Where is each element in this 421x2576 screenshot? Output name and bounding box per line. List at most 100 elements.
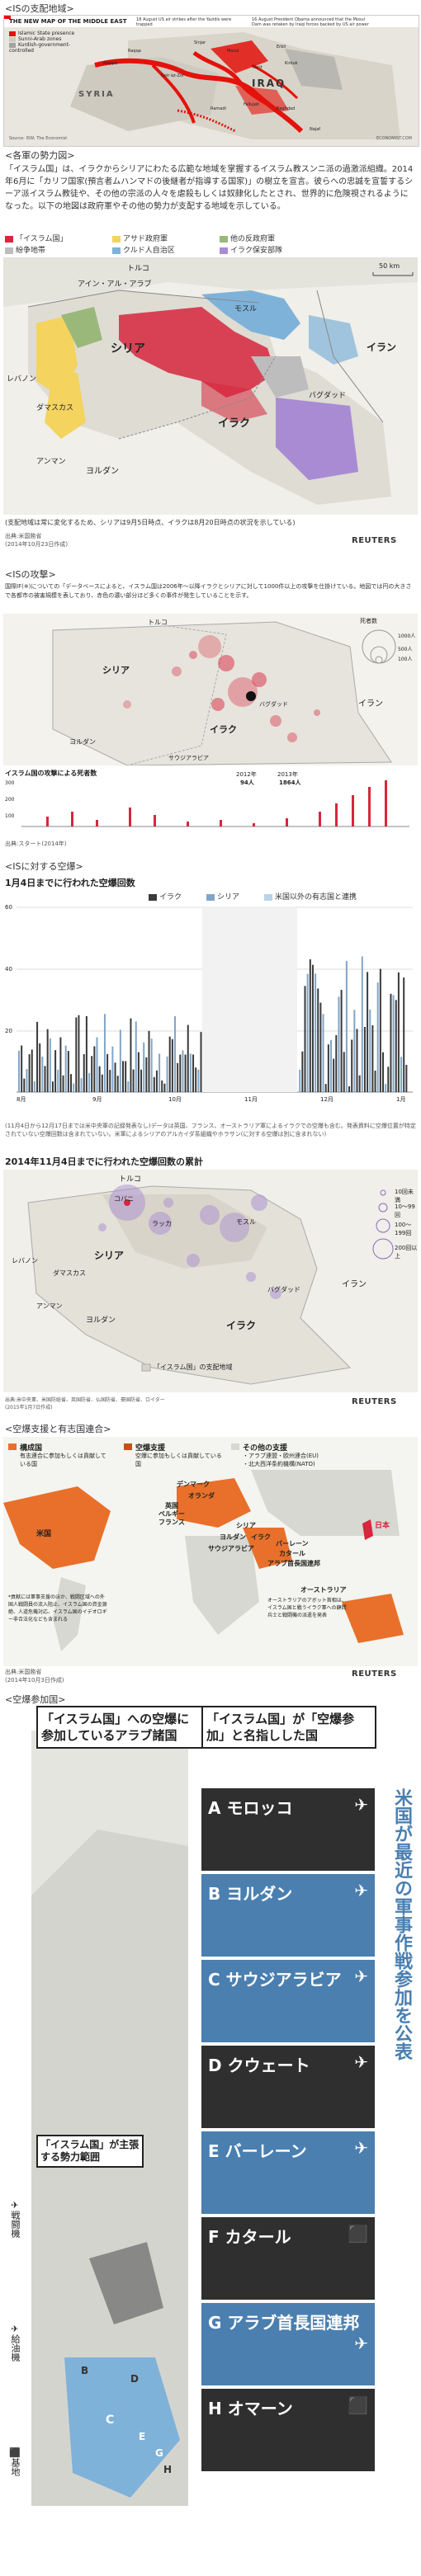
airstrike-bar: [31, 1049, 33, 1092]
base-icon: ⬛: [348, 2224, 368, 2244]
airstrike-bar: [109, 1070, 111, 1092]
deaths-bar: [154, 815, 156, 826]
airstrike-bar: [324, 1084, 327, 1092]
legend-label: Islamic State presence: [18, 31, 75, 36]
deaths-y-300: 300: [5, 780, 15, 786]
list-item: H オマーン ⬛: [201, 2389, 375, 2471]
list-item-label: D クウェート: [208, 2056, 310, 2075]
deaths-bar: [187, 822, 189, 826]
airstrike-bar: [197, 1069, 200, 1092]
airstrikes-bars-svg: [17, 907, 413, 1093]
airstrikes-note: (11月4日から12月17日までは米中央軍の記録発表なし)データは英国、フランス…: [5, 1123, 416, 1137]
airstrike-bar: [57, 1069, 59, 1092]
marker-g: G: [155, 2447, 163, 2459]
strike-circle: [246, 1272, 256, 1282]
airstrike-bar: [36, 1021, 39, 1092]
cum-label-iran: イラン: [342, 1280, 367, 1289]
size-legend-circle: [378, 1203, 388, 1213]
region-asia: [251, 1470, 400, 1536]
airstrike-bar: [140, 1069, 143, 1092]
legend-item-is: 「イスラム国」: [5, 233, 67, 243]
attacks-map: トルコ シリア イラク イラン バグダッド ヨルダン サウジアラビア 死者数 1…: [3, 614, 418, 765]
airstrike-bar: [379, 968, 381, 1092]
cumulative-map: トルコ シリア イラク イラン ヨルダン アンマン ダマスカス レバノン バグダ…: [3, 1170, 418, 1392]
attacks-legend-title: 死者数: [360, 618, 377, 624]
is-territory: [89, 2242, 163, 2324]
legend-item-other-rebels: 他の反政府軍: [220, 233, 275, 243]
size-legend-label-1: 10回未満: [395, 1189, 414, 1203]
attacks-label-baghdad: バグダッド: [259, 701, 288, 708]
legend-label: イラク: [159, 893, 182, 902]
attacks-legend-500: 500人: [398, 647, 413, 652]
cum-label-damascus: ダマスカス: [53, 1269, 86, 1277]
legend-swatch: [112, 247, 121, 254]
attack-circle: [270, 715, 281, 727]
city-najaf: Najaf: [310, 127, 321, 132]
legend-item-kurd: クルド人自治区: [112, 244, 175, 255]
country-syria: シリア: [236, 1522, 256, 1529]
airstrike-bar: [153, 1076, 155, 1092]
attack-circle: [314, 709, 320, 716]
airstrike-bar: [397, 972, 400, 1092]
economist-map-header: THE NEW MAP OF THE MIDDLE EAST: [9, 18, 127, 25]
cum-label-amman: アンマン: [36, 1302, 63, 1310]
airstrike-bar: [155, 1070, 158, 1092]
section-title-attacks: <ISの攻撃>: [5, 569, 56, 580]
deaths-bar: [96, 820, 98, 826]
legend-kurdish: Kurdish-government-controlled: [9, 42, 83, 54]
country-usa: 米国: [36, 1530, 52, 1538]
section-title-participants: <空爆参加国>: [5, 1694, 66, 1705]
airstrike-bar: [195, 1067, 197, 1092]
airstrike-bar: [301, 1051, 304, 1092]
airstrike-bar: [64, 1045, 67, 1092]
attacks-label-iran: イラン: [358, 699, 383, 709]
list-item: D クウェート ✈: [201, 2046, 375, 2128]
strike-circle: [98, 1223, 106, 1231]
city-kirkuk: Kirkuk: [285, 61, 298, 66]
country-jordan: ヨルダン: [220, 1533, 246, 1541]
city-ramadi: Ramadi: [210, 106, 226, 111]
deaths-bar: [253, 823, 255, 826]
coalition-note-australia: オーストラリアのアボット首相は、イスラム国と戦うイラク軍への顧問兵士と戦闘機の派…: [267, 1598, 347, 1618]
gulf-region: [64, 2357, 180, 2498]
airstrike-bar: [75, 1017, 78, 1092]
base-icon: ⬛: [9, 2447, 21, 2458]
airstrikes-legend: イラク シリア 米国以外の有志国と連携: [149, 891, 413, 902]
airstrike-bar: [345, 960, 348, 1092]
deaths-2012-value: 94人: [240, 779, 254, 786]
legend-item-conflict: 紛争地帯: [5, 244, 45, 255]
legend-label: 紛争地帯: [16, 247, 46, 255]
cum-label-jordan: ヨルダン: [86, 1316, 116, 1325]
cum-label-mosul: モスル: [236, 1218, 256, 1226]
fighter-jet-icon: ✈: [354, 1795, 368, 1815]
section-title-coalition: <空爆支援と有志国連合>: [5, 1424, 111, 1434]
legend-swatch: [9, 42, 16, 48]
participants-panel: ✈ 戦闘機 ✈ 給油機 ⬛ 基地 C E G B D H 「イスラム国」への空爆…: [3, 1706, 418, 2572]
airstrike-bar: [21, 1045, 23, 1092]
strike-circles: [98, 1184, 281, 1299]
airstrike-bar: [385, 1084, 387, 1092]
economist-map: THE NEW MAP OF THE MIDDLE EAST Islamic S…: [3, 15, 419, 147]
cum-label-baghdad: バグダッド: [267, 1286, 300, 1293]
attacks-legend-1000: 1000人: [398, 633, 416, 639]
attack-circle: [218, 655, 234, 671]
region-middle-east: [243, 1528, 292, 1569]
airstrike-bar: [403, 977, 405, 1092]
fighter-jet-icon: ✈: [354, 2138, 368, 2158]
marker-d: D: [130, 2373, 139, 2385]
legend-member-swatch: [8, 1443, 17, 1450]
airstrike-bar: [116, 1076, 119, 1092]
city-aleppo: Aleppo: [103, 61, 118, 66]
airstrike-bar: [405, 1065, 408, 1092]
airstrike-bar: [335, 1035, 338, 1092]
city-tikrit: Tikrit: [252, 65, 263, 70]
fighter-jet-icon: ✈: [354, 1966, 368, 1986]
arab-map-svg: C E G B D H: [31, 1830, 188, 2506]
country-belgium: ベルギー: [158, 1510, 185, 1518]
economist-legend: Islamic State presence Sunni-Arab zones …: [9, 31, 83, 54]
cum-label-lebanon: レバノン: [12, 1257, 38, 1264]
marker-c: C: [106, 2414, 114, 2427]
coalition-note-left: *貢献には軍事支援のほか、戦闘区域への外国人戦闘員の流入阻止、イスラム国の資金源…: [8, 1594, 107, 1622]
month-jan: 1月: [396, 1096, 406, 1103]
legend-swatch: [220, 235, 228, 243]
